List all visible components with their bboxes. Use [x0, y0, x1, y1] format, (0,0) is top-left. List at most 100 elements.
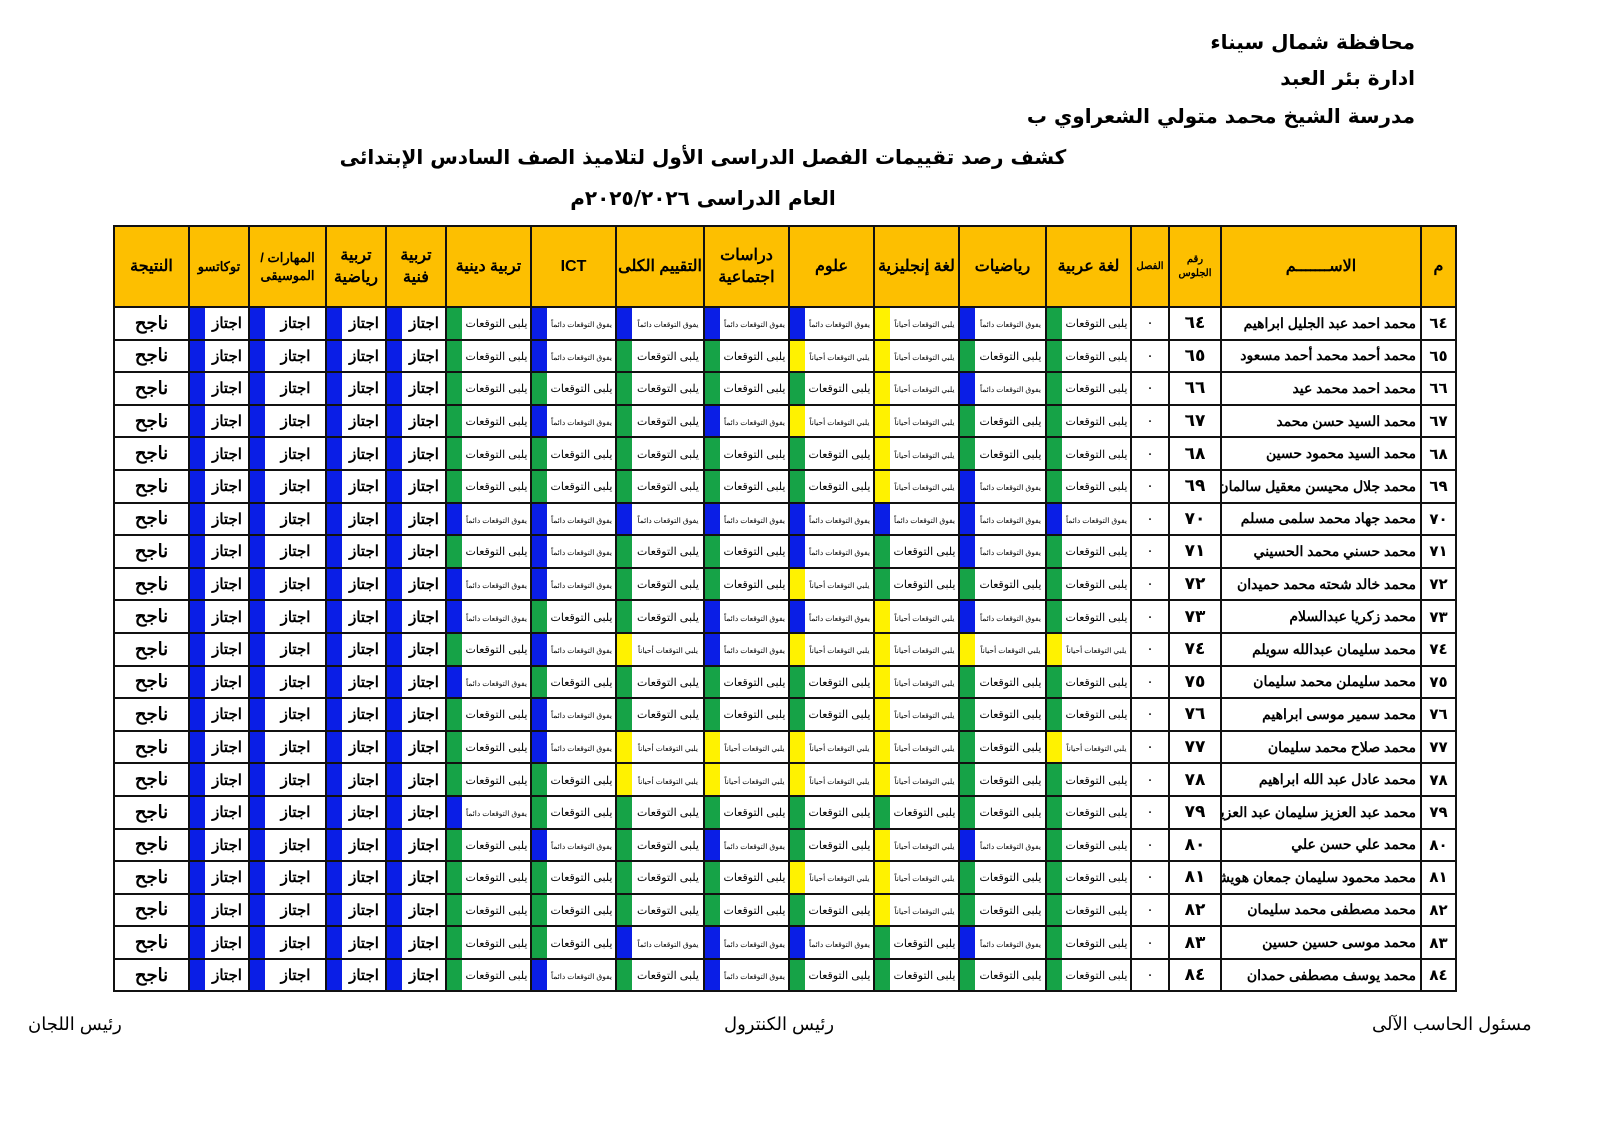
grade-label: يلبى التوقعات — [1065, 546, 1128, 559]
grade-overall: يلبي التوقعات أحياناً — [615, 729, 705, 765]
grade-label: يلبي التوقعات أحياناً — [809, 744, 870, 754]
pass-marker — [388, 341, 402, 371]
student-name: محمد سمير موسى ابراهيم — [1220, 697, 1422, 732]
pass-marker — [191, 341, 205, 371]
grade-overall: يفوق التوقعات دائماً — [615, 501, 705, 537]
grade-music: اجتاز — [248, 664, 327, 700]
grade-overall: يلبى التوقعات — [615, 892, 705, 928]
table-row: ٦٧ محمد السيد حسن محمد ٦٧ ٠ يلبى التوقعات يلب… — [113, 403, 1457, 439]
grade-level-marker — [706, 602, 720, 631]
grade-label: يلبى التوقعات — [1065, 937, 1128, 950]
grade-level-marker — [533, 374, 547, 403]
grade-label: يفوق التوقعات دائماً — [809, 548, 870, 558]
grade-label: يلبى التوقعات — [637, 481, 699, 494]
grade-label: يلبى التوقعات — [723, 481, 786, 494]
grade-science: يلبى التوقعات — [788, 468, 875, 504]
grade-arabic: يلبى التوقعات — [1045, 403, 1132, 439]
grade-level-marker — [618, 667, 632, 697]
grade-religion: يلبى التوقعات — [445, 631, 532, 667]
grade-label: يلبى التوقعات — [465, 904, 528, 917]
pass-marker — [328, 537, 342, 566]
result: ناجح — [113, 501, 190, 537]
grade-level-marker — [876, 537, 890, 566]
grade-art: اجتاز — [385, 664, 447, 700]
grade-label: يفوق التوقعات دائماً — [551, 646, 612, 656]
row-number: ٦٩ — [1420, 468, 1457, 504]
grade-level-marker — [448, 537, 462, 566]
grade-label: يلبى التوقعات — [979, 872, 1042, 885]
grade-label: يلبى التوقعات — [723, 383, 786, 396]
col-religion: تربية دينية — [445, 225, 532, 308]
grade-label: يلبى التوقعات — [465, 416, 528, 429]
grade-label: يلبى التوقعات — [808, 481, 871, 494]
grade-level-marker — [448, 308, 462, 338]
grade-religion: يفوق التوقعات دائماً — [445, 664, 532, 700]
grade-music: اجتاز — [248, 860, 327, 895]
col-social: دراسات اجتماعية — [703, 225, 790, 308]
grade-ict: يفوق التوقعات دائماً — [530, 957, 617, 993]
grade-label: يلبى التوقعات — [465, 872, 528, 885]
grade-level-marker — [706, 634, 720, 664]
grade-art: اجتاز — [385, 534, 447, 569]
grade-label: يلبى التوقعات — [465, 970, 528, 983]
grade-label: يلبى التوقعات — [637, 416, 699, 429]
grade-english: يلبي التوقعات أحياناً — [873, 599, 960, 634]
table-row: ٧٥ محمد سليملن محمد سليمان ٧٥ ٠ يلبى التوقعا… — [113, 664, 1457, 700]
grade-tokkatsu: اجتاز — [188, 631, 250, 667]
pass-marker — [251, 928, 265, 957]
pass-label: اجتاز — [349, 673, 379, 691]
grade-english: يلبى التوقعات — [873, 957, 960, 993]
pass-marker — [388, 569, 402, 599]
grade-label: يلبى التوقعات — [550, 611, 613, 624]
grade-label: يلبى التوقعات — [465, 383, 528, 396]
grade-english: يفوق التوقعات دائماً — [873, 501, 960, 537]
grade-math: يلبى التوقعات — [958, 762, 1047, 797]
grade-arabic: يلبى التوقعات — [1045, 697, 1132, 732]
pass-marker — [251, 765, 265, 794]
grade-label: يلبي التوقعات أحياناً — [894, 320, 955, 330]
grade-art: اجتاز — [385, 566, 447, 602]
grade-level-marker — [791, 928, 805, 957]
grade-art: اجتاز — [385, 436, 447, 471]
grade-label: يلبى التوقعات — [1065, 448, 1128, 461]
pass-marker — [328, 960, 342, 990]
grade-level-marker — [1048, 602, 1062, 631]
pass-marker — [191, 374, 205, 403]
grade-english: يلبي التوقعات أحياناً — [873, 468, 960, 504]
grade-level-marker — [876, 797, 890, 827]
class-number: ٠ — [1130, 566, 1170, 602]
grade-level-marker — [618, 797, 632, 827]
grade-label: يفوق التوقعات دائماً — [637, 320, 699, 330]
row-number: ٧٤ — [1420, 631, 1457, 667]
pass-marker — [328, 406, 342, 436]
grade-level-marker — [533, 537, 547, 566]
grade-level-marker — [533, 406, 547, 436]
grade-level-marker — [533, 830, 547, 860]
grade-overall: يلبى التوقعات — [615, 566, 705, 602]
student-name: محمد زكريا عبدالسلام — [1220, 599, 1422, 634]
grade-level-marker — [1048, 830, 1062, 860]
grade-level-marker — [618, 895, 632, 925]
grade-music: اجتاز — [248, 599, 327, 634]
grade-level-marker — [618, 471, 632, 501]
class-number: ٠ — [1130, 631, 1170, 667]
grade-level-marker — [706, 732, 720, 762]
pass-marker — [251, 895, 265, 925]
result: ناجح — [113, 697, 190, 732]
pass-label: اجتاز — [409, 967, 439, 985]
student-name: محمد أحمد محمد أحمد مسعود — [1220, 338, 1422, 374]
row-number: ٨٤ — [1420, 957, 1457, 993]
grade-level-marker — [791, 765, 805, 794]
pass-marker — [191, 928, 205, 957]
grade-label: يفوق التوقعات دائماً — [466, 613, 527, 623]
grade-level-marker — [1048, 700, 1062, 729]
table-row: ٨٤ محمد يوسف مصطفى حمدان ٨٤ ٠ يلبى التوقعات ي… — [113, 957, 1457, 993]
pass-label: اجتاز — [280, 608, 311, 626]
seat-number: ٨٠ — [1168, 827, 1222, 863]
pass-marker — [251, 863, 265, 892]
grade-label: يفوق التوقعات دائماً — [980, 841, 1041, 851]
grade-label: يلبى التوقعات — [465, 448, 528, 461]
grade-label: يلبى التوقعات — [465, 318, 528, 331]
pass-label: اجتاز — [280, 543, 311, 561]
